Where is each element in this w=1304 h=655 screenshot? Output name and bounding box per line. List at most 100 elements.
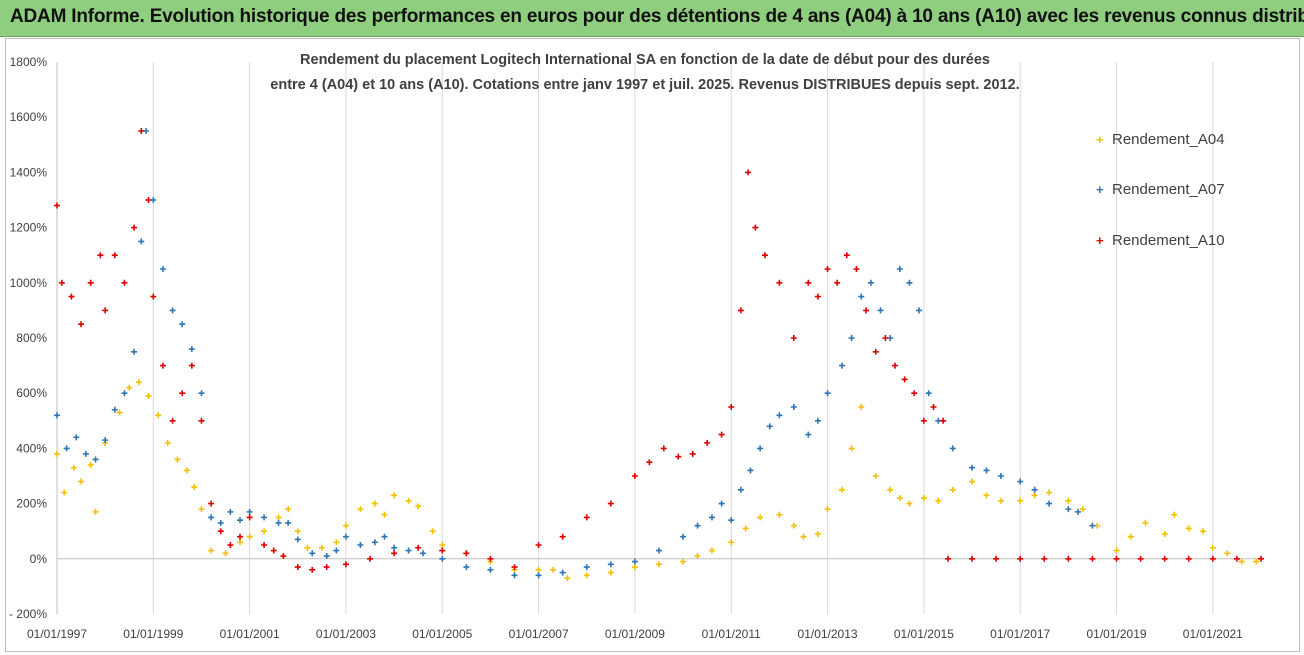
point-rendement-a07 (138, 238, 145, 245)
y-tick-label: - 200% (9, 607, 47, 621)
point-rendement-a07 (790, 404, 797, 410)
point-rendement-a04 (1161, 530, 1168, 537)
point-rendement-a07 (439, 555, 446, 562)
point-rendement-a10 (150, 293, 157, 300)
point-rendement-a10 (217, 528, 224, 535)
point-rendement-a04 (342, 522, 349, 529)
point-rendement-a10 (728, 404, 735, 410)
point-rendement-a04 (906, 500, 913, 507)
y-tick-label: 200% (16, 497, 47, 511)
point-rendement-a04 (174, 456, 181, 463)
point-rendement-a07 (718, 500, 725, 507)
point-rendement-a10 (535, 542, 542, 548)
legend-marker-a04: + (1096, 132, 1104, 147)
point-rendement-a04 (371, 500, 378, 507)
point-rendement-a10 (1065, 555, 1072, 562)
point-rendement-a07 (776, 412, 783, 419)
point-rendement-a10 (790, 335, 797, 341)
point-rendement-a07 (342, 533, 349, 540)
point-rendement-a07 (208, 514, 215, 521)
point-rendement-a07 (275, 519, 282, 526)
point-rendement-a07 (511, 572, 518, 579)
point-rendement-a07 (680, 533, 687, 540)
point-rendement-a10 (58, 279, 65, 286)
point-rendement-a10 (718, 431, 725, 438)
point-rendement-a04 (304, 544, 311, 551)
x-tick-label: 01/01/2005 (412, 627, 472, 641)
y-tick-label: 1400% (10, 165, 48, 179)
point-rendement-a04 (61, 489, 68, 496)
point-rendement-a04 (535, 566, 542, 573)
point-rendement-a07 (1074, 508, 1081, 515)
point-rendement-a07 (737, 486, 744, 493)
point-rendement-a07 (805, 431, 812, 438)
point-rendement-a10 (1017, 555, 1024, 562)
point-rendement-a10 (54, 202, 60, 209)
point-rendement-a10 (415, 544, 422, 551)
point-rendement-a07 (391, 544, 398, 551)
point-rendement-a04 (1046, 489, 1053, 496)
point-rendement-a04 (708, 547, 715, 554)
point-rendement-a04 (318, 544, 325, 551)
point-rendement-a10 (891, 362, 898, 369)
point-rendement-a04 (896, 495, 903, 502)
point-rendement-a10 (704, 439, 711, 446)
point-rendement-a10 (97, 252, 104, 259)
point-rendement-a04 (415, 503, 422, 510)
y-tick-label: 0% (30, 552, 48, 566)
point-rendement-a10 (853, 266, 860, 272)
point-rendement-a10 (930, 404, 937, 410)
legend-label-a10: Rendement_A10 (1112, 232, 1225, 249)
point-rendement-a04 (776, 511, 783, 518)
point-rendement-a10 (1137, 555, 1144, 562)
point-rendement-a10 (511, 564, 518, 571)
point-rendement-a04 (1031, 492, 1038, 499)
point-rendement-a07 (757, 445, 764, 452)
point-rendement-a04 (439, 542, 446, 548)
x-tick-label: 01/01/2013 (798, 627, 858, 641)
point-rendement-a10 (227, 542, 234, 548)
point-rendement-a04 (1079, 506, 1086, 513)
banner-title: ADAM Informe. Evolution historique des p… (10, 6, 1304, 27)
point-rendement-a07 (405, 547, 412, 554)
point-rendement-a10 (660, 445, 667, 452)
point-rendement-a10 (78, 321, 85, 328)
point-rendement-a07 (983, 467, 990, 474)
point-rendement-a07 (925, 390, 932, 397)
point-rendement-a10 (1185, 555, 1192, 562)
point-rendement-a04 (237, 539, 244, 546)
point-rendement-a04 (728, 539, 735, 546)
point-rendement-a07 (583, 564, 590, 571)
point-rendement-a07 (159, 266, 166, 272)
point-rendement-a04 (116, 409, 123, 416)
legend-marker-a07: + (1096, 182, 1104, 197)
point-rendement-a04 (429, 528, 436, 535)
point-rendement-a07 (969, 464, 976, 471)
point-rendement-a10 (270, 547, 277, 554)
point-rendement-a10 (824, 266, 831, 272)
point-rendement-a10 (169, 417, 176, 424)
point-rendement-a10 (188, 362, 195, 369)
point-rendement-a04 (145, 392, 152, 399)
x-tick-label: 01/01/2019 (1086, 627, 1146, 641)
point-rendement-a10 (646, 459, 653, 466)
point-rendement-a10 (367, 555, 374, 562)
point-rendement-a10 (944, 555, 951, 562)
point-rendement-a10 (463, 550, 470, 557)
point-rendement-a07 (198, 390, 205, 397)
point-rendement-a10 (1233, 555, 1240, 562)
point-rendement-a04 (872, 473, 879, 479)
point-rendement-a07 (896, 266, 903, 272)
point-rendement-a10 (145, 197, 152, 203)
point-rendement-a07 (357, 542, 364, 548)
chart-frame (5, 38, 1300, 652)
point-rendement-a07 (102, 437, 109, 444)
point-rendement-a04 (949, 486, 956, 493)
point-rendement-a04 (1142, 519, 1149, 526)
point-rendement-a10 (843, 252, 850, 259)
y-tick-label: 1600% (10, 110, 48, 124)
point-rendement-a04 (757, 514, 764, 521)
point-rendement-a10 (294, 564, 301, 571)
point-rendement-a10 (131, 224, 138, 231)
point-rendement-a07 (54, 412, 60, 419)
